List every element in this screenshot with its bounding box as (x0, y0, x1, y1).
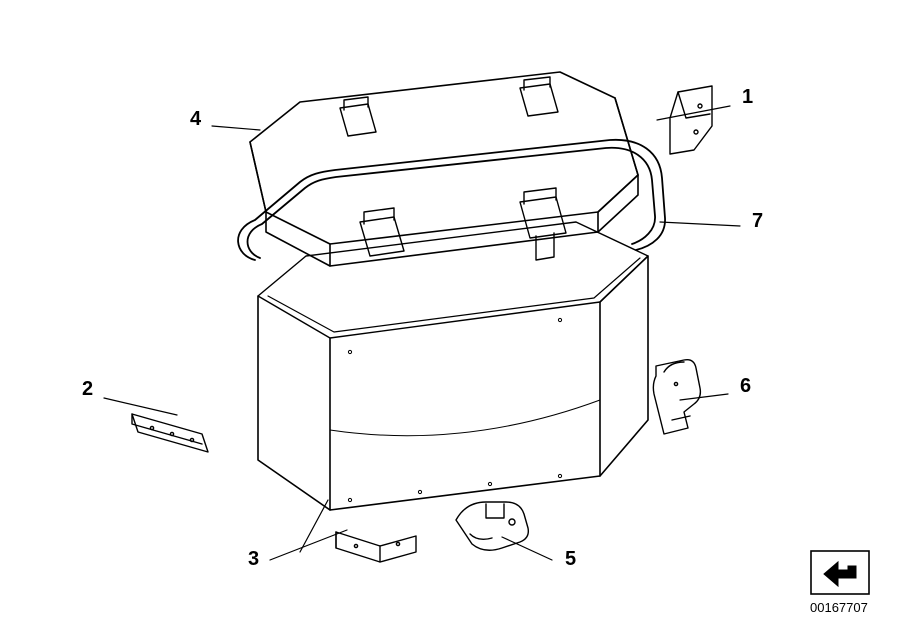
callout-7: 7 (752, 210, 763, 233)
callout-6: 6 (740, 375, 751, 398)
callout-4: 4 (190, 108, 201, 131)
callout-3: 3 (248, 548, 259, 571)
callout-2: 2 (82, 378, 93, 401)
nav-arrow-icon[interactable] (810, 550, 870, 595)
parts-diagram (0, 0, 900, 636)
document-id: 00167707 (810, 600, 868, 615)
callout-1: 1 (742, 86, 753, 109)
callout-5: 5 (565, 548, 576, 571)
